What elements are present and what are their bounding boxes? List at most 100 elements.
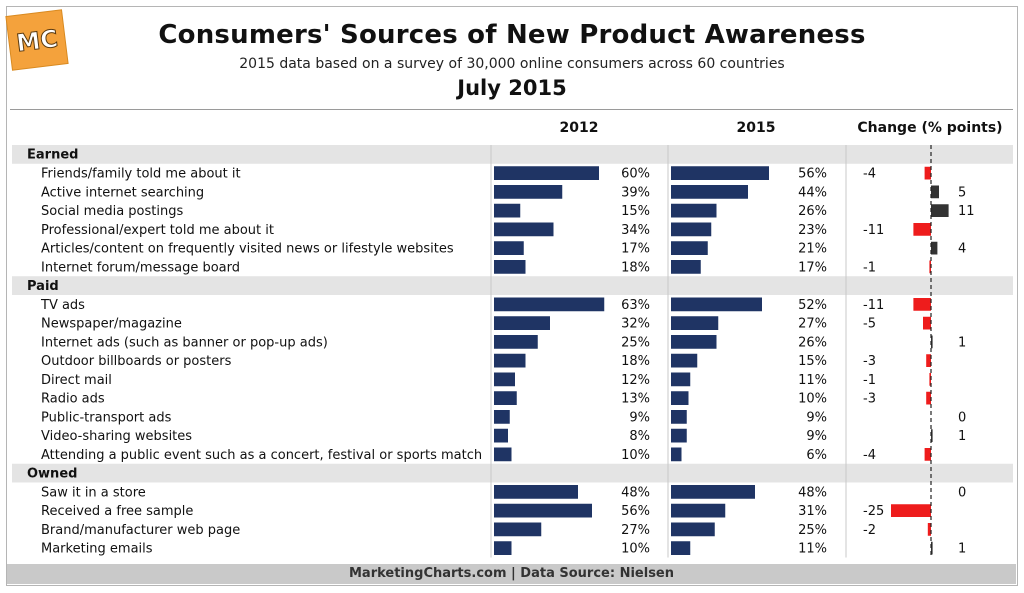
value-2015: 25%	[798, 523, 827, 538]
value-2012: 63%	[621, 298, 650, 313]
value-2015: 23%	[798, 223, 827, 238]
bar-2012	[494, 203, 521, 218]
value-2015: 21%	[798, 242, 827, 257]
bar-2012	[494, 260, 526, 274]
value-2015: 27%	[798, 317, 827, 332]
bar-2012	[494, 541, 512, 555]
change-value: -3	[863, 392, 876, 407]
change-bar-negative	[924, 166, 931, 180]
bar-2015	[671, 541, 691, 555]
bar-2012	[494, 166, 599, 180]
value-2012: 8%	[629, 429, 650, 444]
change-value: -4	[863, 167, 876, 182]
value-2012: 25%	[621, 335, 650, 350]
bar-2015	[671, 391, 689, 405]
change-bar-positive	[931, 541, 933, 555]
mc-logo: MC	[5, 9, 69, 71]
change-value: -5	[863, 317, 876, 332]
value-2015: 48%	[798, 485, 827, 500]
change-bar-negative	[924, 448, 931, 461]
row-label: Radio ads	[41, 392, 105, 407]
header-divider	[10, 109, 1013, 110]
row-label: Attending a public event such as a conce…	[41, 448, 482, 463]
change-bar-negative	[926, 391, 931, 405]
value-2012: 32%	[621, 317, 650, 332]
value-2012: 12%	[621, 373, 650, 388]
row-label: Brand/manufacturer web page	[41, 523, 240, 538]
chart-title: Consumers' Sources of New Product Awaren…	[158, 20, 866, 50]
value-2015: 10%	[798, 392, 827, 407]
row-label: Received a free sample	[41, 504, 193, 519]
bar-2012	[494, 222, 554, 237]
bar-2012	[494, 485, 578, 499]
bar-2015	[671, 260, 701, 274]
bar-2015	[671, 522, 715, 537]
value-2012: 9%	[629, 410, 650, 425]
change-bar-negative	[923, 316, 931, 330]
change-value: 1	[958, 429, 966, 444]
group-label: Earned	[27, 148, 78, 163]
change-value: 1	[958, 542, 966, 557]
change-value: -3	[863, 354, 876, 369]
chart-rows: Earned Friends/family told me about it 60%…	[12, 145, 1013, 558]
bar-2012	[494, 522, 542, 537]
group-band	[12, 463, 1013, 483]
chart-subtitle: 2015 data based on a survey of 30,000 on…	[239, 56, 785, 72]
change-value: -4	[863, 448, 876, 463]
value-2012: 13%	[621, 392, 650, 407]
value-2015: 26%	[798, 204, 827, 219]
bar-2012	[494, 185, 563, 199]
group-band	[12, 145, 1013, 164]
value-2015: 31%	[798, 504, 827, 519]
value-2012: 56%	[621, 504, 650, 519]
row-label: Video-sharing websites	[41, 429, 192, 444]
change-bar-negative	[929, 260, 931, 274]
change-bar-negative	[891, 504, 931, 517]
bar-2015	[671, 372, 691, 387]
value-2012: 18%	[621, 260, 650, 275]
row-label: Internet ads (such as banner or pop-up a…	[41, 335, 328, 350]
bar-2012	[494, 447, 512, 462]
bar-2012	[494, 297, 605, 312]
bar-2012	[494, 316, 550, 330]
change-bar-positive	[931, 185, 939, 199]
row-label: Friends/family told me about it	[41, 167, 241, 182]
bar-2015	[671, 353, 698, 368]
value-2012: 10%	[621, 542, 650, 557]
value-2012: 18%	[621, 354, 650, 369]
bar-2015	[671, 185, 748, 199]
group-band	[12, 276, 1013, 295]
bar-2015	[671, 222, 712, 237]
change-bar-negative	[926, 354, 931, 367]
row-label: Internet forum/message board	[41, 260, 240, 275]
bar-2012	[494, 241, 524, 255]
value-2012: 17%	[621, 242, 650, 257]
bar-2012	[494, 372, 515, 387]
row-label: Newspaper/magazine	[41, 317, 182, 332]
column-header-2012: 2012	[560, 120, 599, 136]
change-value: -2	[863, 523, 876, 538]
column-header-change: Change (% points)	[857, 120, 1002, 136]
row-label: Articles/content on frequently visited n…	[41, 242, 454, 257]
row-label: Professional/expert told me about it	[41, 223, 274, 238]
bar-2012	[494, 410, 510, 424]
bar-2015	[671, 503, 726, 518]
bar-2012	[494, 428, 508, 443]
value-2015: 15%	[798, 354, 827, 369]
bar-2012	[494, 353, 526, 368]
change-value: 5	[958, 185, 966, 200]
change-value: -1	[863, 373, 876, 388]
change-value: -1	[863, 260, 876, 275]
row-label: Saw it in a store	[41, 485, 146, 500]
value-2015: 17%	[798, 260, 827, 275]
bar-2015	[671, 316, 719, 330]
group-label: Owned	[27, 466, 77, 481]
bar-2015	[671, 410, 687, 424]
value-2012: 10%	[621, 448, 650, 463]
change-bar-positive	[931, 429, 933, 442]
change-bar-negative	[929, 373, 931, 386]
bar-2015	[671, 241, 708, 255]
row-label: TV ads	[40, 298, 85, 313]
value-2012: 39%	[621, 185, 650, 200]
